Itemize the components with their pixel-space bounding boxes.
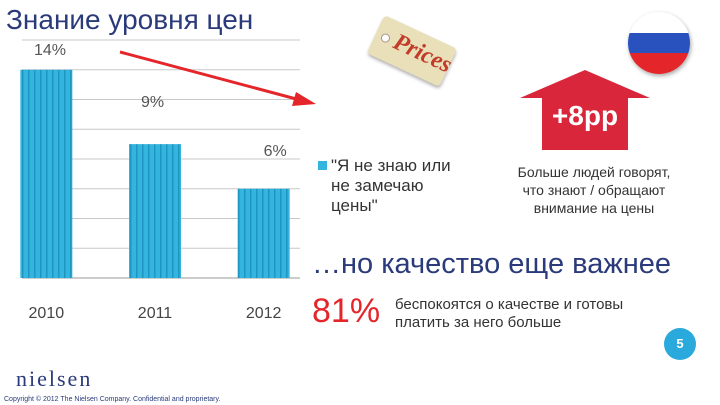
bar-2011 — [129, 144, 181, 278]
quality-percent: 81% — [312, 292, 381, 330]
legend-swatch — [318, 161, 327, 170]
trend-arrowhead — [292, 92, 316, 106]
russia-flag-icon — [628, 12, 690, 74]
data-label-2012: 6% — [264, 143, 287, 160]
x-tick-label-2011: 2011 — [138, 305, 173, 322]
more-people-text: Больше людей говорят, что знают / обраща… — [517, 164, 671, 216]
page-number-badge: 5 — [664, 328, 696, 360]
bar-2010 — [20, 69, 73, 278]
data-label-2011: 9% — [141, 94, 164, 111]
data-label-2010: 14% — [34, 42, 66, 59]
x-tick-label-2012: 2012 — [246, 305, 282, 322]
trend-arrow — [119, 50, 301, 102]
tag-hole — [379, 32, 392, 45]
quality-description: беспокоятся о качестве и готовы платить … — [395, 296, 624, 331]
page-title: Знание уровня цен — [6, 4, 254, 35]
increase-arrow-icon — [520, 70, 650, 150]
nielsen-logo: nielsen — [16, 366, 93, 391]
chart-legend: "Я не знаю или не замечаю цены" — [318, 156, 468, 216]
quality-headline: …но качество еще важнее — [312, 248, 672, 280]
copyright-text: Copyright © 2012 The Nielsen Company. Co… — [4, 396, 221, 403]
x-tick-label-2010: 2010 — [29, 305, 65, 322]
legend-label: "Я не знаю или не замечаю цены" — [331, 156, 451, 215]
bar-2012 — [237, 188, 290, 278]
increase-label: +8pp — [551, 100, 619, 131]
